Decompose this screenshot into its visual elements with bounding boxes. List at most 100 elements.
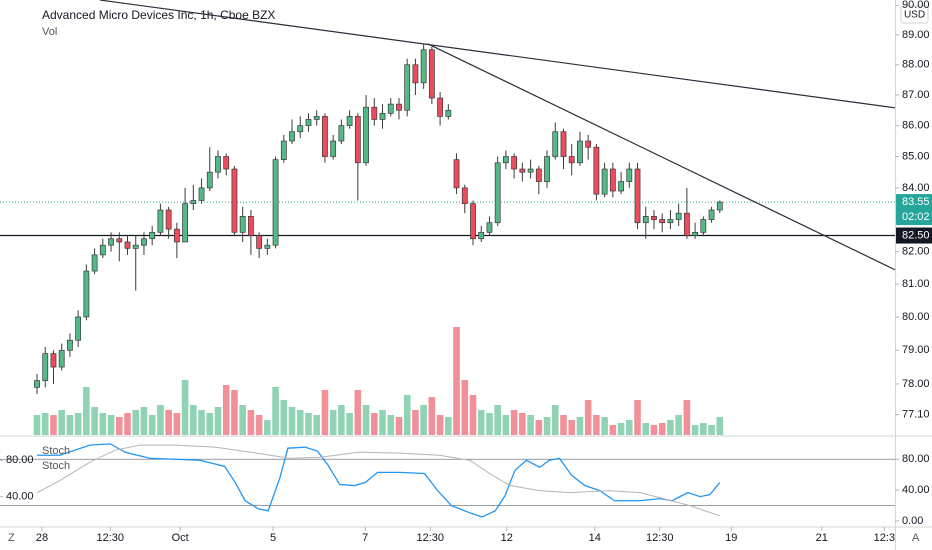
candle-body	[618, 181, 624, 192]
volume-bar	[543, 417, 551, 435]
candle-body	[511, 156, 518, 170]
legend-label: Stoch	[42, 460, 70, 472]
candle-body	[322, 116, 328, 157]
candle-body	[363, 106, 369, 164]
countdown-label: 02:02	[902, 211, 930, 223]
y-tick-label: 88.00	[902, 59, 930, 71]
volume-bar	[132, 410, 140, 435]
volume-bar	[157, 405, 164, 435]
volume-bar	[436, 415, 444, 435]
trendline	[99, 0, 896, 109]
candle-body	[478, 231, 485, 240]
candle-body	[527, 168, 534, 173]
candle-body	[108, 238, 114, 246]
volume-bar	[264, 420, 271, 435]
candle-body	[297, 125, 304, 133]
volume-bar	[181, 380, 189, 435]
candle-body	[675, 212, 682, 220]
volume-bar	[601, 417, 608, 435]
volume-bar	[535, 420, 543, 435]
log-toggle[interactable]: Z	[8, 532, 15, 544]
trendline	[427, 43, 896, 271]
candle-body	[609, 168, 616, 192]
candle-body	[461, 187, 468, 205]
y-tick-label: 86.00	[902, 119, 930, 131]
candle-body	[428, 49, 435, 99]
candle-body	[231, 168, 238, 233]
candle-body	[305, 119, 312, 126]
volume-bar	[461, 380, 469, 435]
candle-body	[264, 244, 271, 249]
x-tick-label: Oct	[172, 532, 189, 544]
legend-label: Stoch	[42, 445, 70, 457]
volume-bar	[214, 407, 222, 435]
volume-bar	[634, 400, 641, 435]
volume-bar	[650, 425, 658, 435]
volume-bar	[568, 420, 576, 435]
candle-body	[338, 125, 345, 142]
candle-body	[692, 231, 699, 236]
volume-bar	[609, 425, 617, 435]
y-tick-label: 90.00	[902, 0, 930, 11]
x-tick-label: 28	[36, 532, 48, 544]
auto-toggle[interactable]: A	[912, 532, 920, 544]
volume-bar	[190, 405, 197, 435]
volume-bar	[527, 415, 534, 435]
candle-body	[50, 353, 57, 368]
volume-bar	[412, 410, 419, 435]
candle-body	[67, 339, 73, 351]
y-tick-label: 81.00	[902, 278, 930, 290]
volume-bar	[239, 405, 246, 435]
volume-bar	[370, 413, 378, 435]
volume-bar	[667, 420, 674, 435]
y-tick-label: 87.00	[902, 89, 930, 101]
currency-label[interactable]: USD	[904, 10, 925, 21]
candle-body	[371, 106, 378, 120]
volume-bar	[683, 400, 691, 435]
candle-body	[716, 201, 723, 211]
candle-body	[330, 140, 337, 157]
volume-bar	[74, 413, 82, 435]
y-tick-label: 89.00	[902, 29, 930, 41]
candle-body	[272, 159, 279, 246]
volume-bar	[445, 417, 452, 435]
volume-bar	[107, 415, 115, 435]
candle-body	[708, 209, 715, 220]
candle-body	[683, 212, 690, 236]
candle-body	[593, 146, 600, 195]
candle-body	[387, 103, 394, 114]
volume-bar	[280, 400, 288, 435]
volume-bar	[428, 397, 436, 435]
candle-body	[700, 219, 707, 233]
volume-bar	[41, 413, 49, 435]
volume-bar	[617, 423, 625, 435]
y-tick-label: 80.00	[902, 453, 930, 465]
candle-body	[445, 109, 452, 117]
volume-bar	[231, 390, 238, 435]
volume-bar	[198, 410, 205, 435]
candle-body	[552, 131, 559, 157]
volume-bar	[379, 410, 386, 435]
chart-title: Advanced Micro Devices Inc, 1h, Cboe BZX	[42, 8, 275, 22]
horizontal-line-box	[896, 227, 932, 244]
volume-bar	[148, 415, 156, 435]
last-price-label: 83.55	[902, 196, 930, 208]
volume-bar	[173, 413, 181, 435]
volume-bar	[403, 395, 411, 435]
currency-button[interactable]	[900, 5, 929, 24]
candle-body	[651, 216, 657, 220]
volume-bar	[288, 407, 296, 435]
candle-body	[99, 244, 106, 256]
x-tick-label: 12:3	[874, 532, 895, 544]
candle-body	[239, 216, 246, 233]
candle-body	[585, 140, 592, 148]
candle-body	[215, 156, 221, 173]
candle-body	[503, 156, 509, 164]
y2-tick-label: 80.00	[6, 454, 34, 466]
candle-body	[667, 219, 674, 224]
candle-body	[149, 231, 156, 240]
volume-bar	[642, 423, 650, 435]
